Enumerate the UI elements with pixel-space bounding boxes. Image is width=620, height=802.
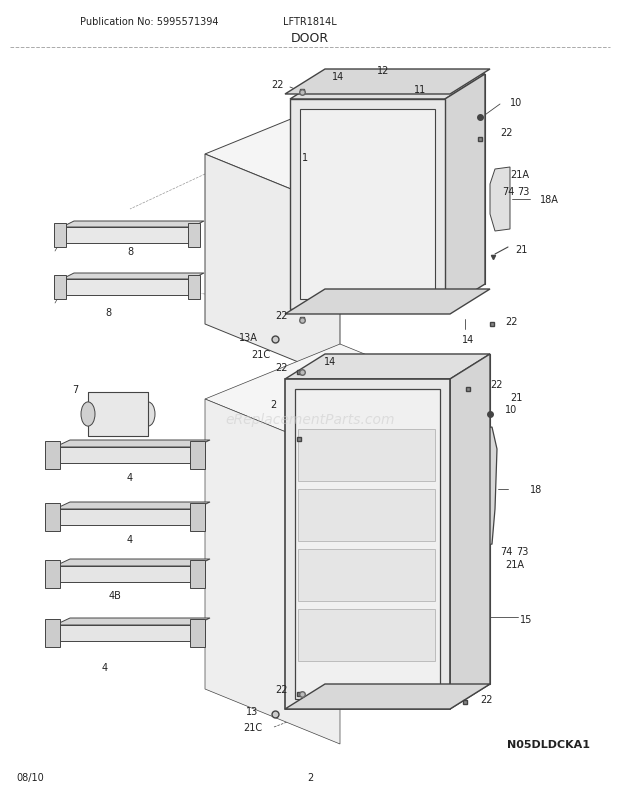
Polygon shape [285,70,490,95]
Polygon shape [205,155,340,379]
Text: 7: 7 [72,384,78,395]
Polygon shape [62,221,204,228]
Polygon shape [62,273,204,280]
Polygon shape [445,75,485,310]
Polygon shape [62,280,192,296]
Text: 22: 22 [490,379,502,390]
Polygon shape [298,610,435,661]
Text: 74: 74 [500,546,512,557]
Polygon shape [62,228,192,244]
Text: 11: 11 [414,85,426,95]
Polygon shape [45,441,60,469]
Polygon shape [205,399,340,744]
Polygon shape [298,549,435,602]
Polygon shape [54,224,66,248]
Text: N05DLDCKA1: N05DLDCKA1 [507,739,590,749]
Polygon shape [285,684,490,709]
Text: 4B: 4B [108,590,122,600]
Polygon shape [55,626,195,642]
Text: 2: 2 [270,399,276,410]
Text: 15: 15 [520,614,533,624]
Polygon shape [298,489,435,541]
Polygon shape [450,354,490,709]
Polygon shape [478,427,497,547]
Text: 14: 14 [462,334,474,345]
Polygon shape [188,276,200,300]
Text: 4: 4 [127,534,133,545]
Text: 73: 73 [517,187,529,196]
Text: 18A: 18A [540,195,559,205]
Polygon shape [295,390,440,699]
Polygon shape [54,276,66,300]
Text: Publication No: 5995571394: Publication No: 5995571394 [80,17,218,27]
Polygon shape [205,100,475,210]
Text: 8: 8 [127,247,133,257]
Polygon shape [325,354,490,684]
Polygon shape [188,224,200,248]
Text: eReplacementParts.com: eReplacementParts.com [225,412,395,427]
Polygon shape [190,561,205,588]
Text: 22: 22 [276,363,288,373]
Text: 21A: 21A [505,559,524,569]
Text: 18: 18 [530,484,542,494]
Polygon shape [490,168,510,232]
Polygon shape [298,429,435,481]
Text: 13A: 13A [239,333,258,342]
Polygon shape [55,618,210,626]
Text: 8: 8 [105,308,111,318]
Text: 22: 22 [480,695,492,704]
Text: 10: 10 [510,98,522,107]
Polygon shape [290,75,485,100]
Text: 14: 14 [332,72,344,82]
Polygon shape [55,502,210,509]
Text: 22: 22 [505,317,518,326]
Polygon shape [55,440,210,448]
Polygon shape [190,504,205,532]
Ellipse shape [141,403,155,427]
Text: 21: 21 [510,392,523,403]
Polygon shape [300,110,435,300]
Polygon shape [330,75,485,285]
Polygon shape [88,392,148,436]
Text: 22: 22 [272,80,284,90]
Polygon shape [45,561,60,588]
Polygon shape [285,354,490,379]
Text: 13: 13 [246,706,258,716]
Text: 4: 4 [127,472,133,482]
Text: 14: 14 [324,357,336,367]
Text: 08/10: 08/10 [16,772,44,782]
Text: LFTR1814L: LFTR1814L [283,17,337,27]
Ellipse shape [81,403,95,427]
Text: 4: 4 [102,662,108,672]
Polygon shape [55,566,195,582]
Text: 22: 22 [500,128,513,138]
Text: 73: 73 [516,546,528,557]
Text: 1: 1 [302,153,308,163]
Text: 74: 74 [502,187,515,196]
Text: DOOR: DOOR [291,31,329,44]
Text: 21C: 21C [243,722,262,732]
Text: 10: 10 [505,404,517,415]
Polygon shape [190,619,205,647]
Polygon shape [55,559,210,566]
Text: 22: 22 [276,684,288,695]
Text: 21C: 21C [251,350,270,359]
Text: 21: 21 [515,245,528,255]
Polygon shape [205,345,475,455]
Polygon shape [55,509,195,525]
Polygon shape [45,504,60,532]
Polygon shape [290,100,445,310]
Text: 12: 12 [377,66,389,76]
Polygon shape [190,441,205,469]
Polygon shape [55,448,195,464]
Text: 2: 2 [307,772,313,782]
Text: 21A: 21A [510,170,529,180]
Polygon shape [285,379,450,709]
Polygon shape [285,290,490,314]
Polygon shape [45,619,60,647]
Text: 22: 22 [276,310,288,321]
